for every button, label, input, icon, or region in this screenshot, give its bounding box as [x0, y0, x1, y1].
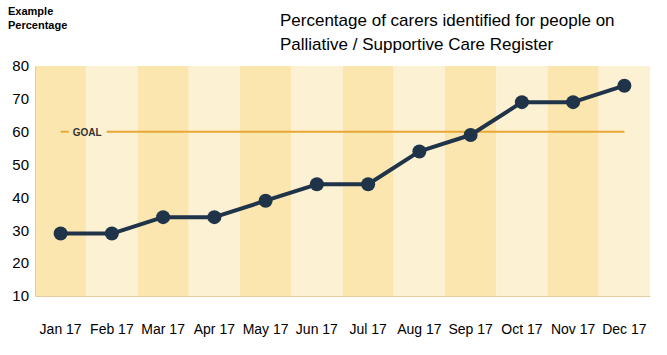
chart: Percentage of carers identified for peop… [0, 0, 667, 355]
y-tick: 50 [12, 156, 35, 173]
data-point [105, 227, 119, 241]
data-point [54, 227, 68, 241]
x-tick: Mar 17 [141, 296, 185, 337]
band [189, 66, 240, 296]
data-line [61, 86, 625, 234]
y-tick-label: 40 [12, 189, 29, 206]
y-tick-label: 50 [12, 156, 29, 173]
y-tick-label: 10 [12, 287, 29, 304]
data-point [361, 177, 375, 191]
y-tick: 30 [12, 222, 35, 239]
title: Percentage of carers identified for peop… [280, 11, 615, 54]
x-tick: Jul 17 [349, 296, 387, 337]
y-tick-label: 70 [12, 90, 29, 107]
x-tick-label: May 17 [243, 321, 289, 337]
x-tick: May 17 [243, 296, 289, 337]
y-tick: 20 [12, 254, 35, 271]
x-tick-label: Jul 17 [349, 321, 387, 337]
goal-label: GOAL [73, 127, 102, 138]
data-point [464, 128, 478, 142]
band [35, 66, 86, 296]
y-tick: 40 [12, 189, 35, 206]
band [86, 66, 137, 296]
y-tick-label: 60 [12, 123, 29, 140]
band [291, 66, 342, 296]
plot-area [54, 79, 632, 241]
data-point [207, 210, 221, 224]
band [240, 66, 291, 296]
x-tick-label: Feb 17 [90, 321, 134, 337]
data-point [412, 144, 426, 158]
x-tick-label: Jan 17 [40, 321, 82, 337]
band [394, 66, 445, 296]
title-line: Palliative / Supportive Care Register [280, 35, 553, 54]
y-tick-label: 80 [12, 57, 29, 74]
bands [35, 66, 650, 296]
y-tick: 80 [12, 57, 35, 74]
x-tick: Sep 17 [448, 296, 493, 337]
y-tick-label: 30 [12, 222, 29, 239]
x-tick: Nov 17 [551, 296, 596, 337]
data-point [259, 194, 273, 208]
y-label-line: Example [8, 5, 53, 17]
x-tick: Jan 17 [40, 296, 82, 337]
x-tick-label: Aug 17 [397, 321, 442, 337]
band [343, 66, 394, 296]
x-tick-label: Nov 17 [551, 321, 596, 337]
band [138, 66, 189, 296]
y-axis-line [35, 67, 36, 297]
x-tick-label: Jun 17 [296, 321, 338, 337]
x-tick-label: Dec 17 [602, 321, 647, 337]
title-line: Percentage of carers identified for peop… [280, 11, 615, 30]
x-tick-label: Apr 17 [194, 321, 235, 337]
data-point [566, 95, 580, 109]
x-tick: Jun 17 [296, 296, 338, 337]
x-tick: Aug 17 [397, 296, 442, 337]
y-label: Example Percentage [8, 5, 67, 31]
x-tick-label: Mar 17 [141, 321, 185, 337]
data-point [515, 95, 529, 109]
data-point [617, 79, 631, 93]
y-label-line: Percentage [8, 19, 67, 31]
x-axis-line [36, 296, 651, 297]
y-tick: 70 [12, 90, 35, 107]
goal-line [107, 131, 625, 133]
goal-line [61, 131, 69, 133]
x-tick-label: Sep 17 [448, 321, 493, 337]
data-point [156, 210, 170, 224]
y-tick: 60 [12, 123, 35, 140]
x-tick: Oct 17 [501, 296, 542, 337]
band [445, 66, 496, 296]
x-tick: Dec 17 [602, 296, 647, 337]
data-point [310, 177, 324, 191]
x-tick: Feb 17 [90, 296, 134, 337]
y-tick-label: 20 [12, 254, 29, 271]
band [599, 66, 650, 296]
x-axis: Jan 17 Feb 17 Mar 17 Apr 17 May 17 Jun 17 Jul … [36, 296, 651, 337]
x-tick-label: Oct 17 [501, 321, 542, 337]
y-axis: 10 20 30 40 50 60 70 80 [12, 57, 35, 304]
x-tick: Apr 17 [194, 296, 235, 337]
y-tick: 10 [12, 287, 35, 304]
